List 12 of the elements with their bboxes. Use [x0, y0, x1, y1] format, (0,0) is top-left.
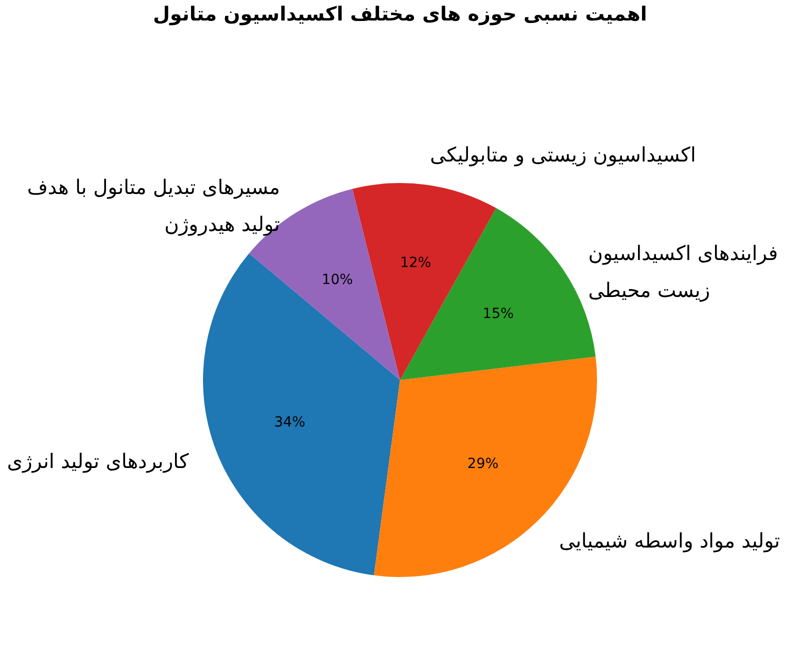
data-label: 12% — [400, 254, 432, 271]
slice-label: فرایندهای اکسیداسیون زیست محیطی — [588, 240, 778, 302]
data-label: 34% — [274, 414, 306, 431]
slice-label: اکسیداسیون زیستی و متابولیکی — [430, 142, 696, 166]
data-label: 29% — [467, 456, 499, 472]
pie-slice — [203, 253, 400, 576]
data-label: 10% — [322, 272, 353, 288]
chart-title: اهمیت نسبی حوزه های مختلف اکسیداسیون متانول — [152, 2, 648, 26]
data-label: 15% — [482, 306, 514, 322]
slice-label: تولید مواد واسطه شیمیایی — [559, 528, 780, 552]
slice-label: مسیرهای تبدیل متانول با هدف تولید هیدروژن — [27, 174, 280, 236]
slice-label: کاربردهای تولید انرژی — [6, 448, 190, 473]
